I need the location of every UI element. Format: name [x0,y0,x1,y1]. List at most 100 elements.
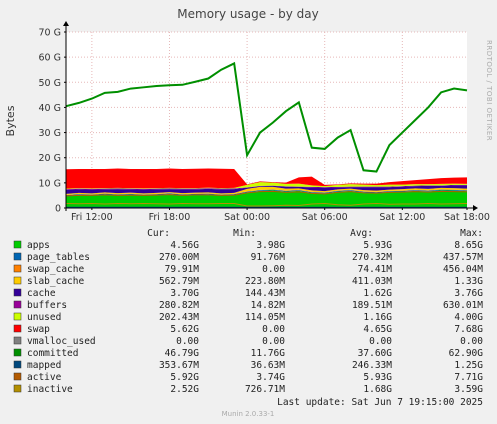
legend-cur: 562.79M [159,276,199,287]
legend-avg: 1.16G [363,312,392,323]
legend-header-max: Max: [460,228,483,239]
legend-cur: 46.79G [165,348,200,359]
legend-name: buffers [27,300,67,311]
legend-min: 91.76M [251,252,286,263]
last-update: Last update: Sat Jun 7 19:15:00 2025 [277,397,483,408]
legend-swatch-committed [13,348,22,357]
legend-min: 36.63M [251,360,286,371]
line-active [65,190,468,197]
legend-name: slab_cache [27,276,84,287]
legend-max: 4.00G [454,312,483,323]
legend-min: 223.80M [245,276,285,287]
y-tick-label: 30 G [39,128,61,139]
legend-avg: 246.33M [352,360,392,371]
legend-cur: 2.52G [170,384,199,395]
legend-min: 114.05M [245,312,285,323]
line-inactive [65,202,468,207]
legend-max: 7.68G [454,324,483,335]
legend-max: 0.00 [460,336,483,347]
legend-max: 3.76G [454,288,483,299]
area-unused [66,182,467,190]
legend-avg: 1.62G [363,288,392,299]
legend-swatch-inactive [13,384,22,393]
legend-cur: 3.70G [170,288,199,299]
legend-swatch-vmalloc-used [13,336,22,345]
legend-min: 3.98G [256,240,285,251]
area-swap [66,168,467,189]
legend-swatch-active [13,372,22,381]
legend-swatch-page-tables [13,252,22,261]
legend-avg: 270.32M [352,252,392,263]
legend-cur: 280.82M [159,300,199,311]
legend-header-min: Min: [233,228,256,239]
y-tick-labels: 0 10 G 20 G 30 G 40 G 50 G 60 G 70 G [39,28,66,215]
series-lines [65,61,468,208]
legend-avg: 37.60G [358,348,393,359]
legend-avg: 0.00 [369,336,392,347]
legend-min: 14.82M [251,300,286,311]
x-axis-arrow [473,205,478,211]
legend-cur: 353.67M [159,360,199,371]
area-buffers [66,184,467,190]
y-tick-label: 40 G [39,103,61,114]
legend-avg: 5.93G [363,372,392,383]
legend-min: 144.43M [245,288,285,299]
y-tick-label: 50 G [39,78,61,89]
legend-min: 11.76G [251,348,286,359]
legend-header-avg: Avg: [350,228,373,239]
line-committed [65,61,468,173]
legend-name: inactive [27,384,73,395]
legend-cur: 270.00M [159,252,199,263]
legend-name: active [27,372,62,383]
x-tick-label: Fri 18:00 [149,212,191,223]
legend-max: 8.65G [454,240,483,251]
legend-name: vmalloc_used [27,336,96,347]
x-tick-label: Sat 18:00 [444,212,490,223]
legend-min: 0.00 [262,264,285,275]
x-tick-labels: Fri 12:00 Fri 18:00 Sat 00:00 Sat 06:00 Sat … [71,208,490,223]
legend-name: swap [27,324,50,335]
legend-swatch-mapped [13,360,22,369]
legend-max: 437.57M [443,252,483,263]
legend-avg: 4.65G [363,324,392,335]
legend-swatch-swap [13,324,22,333]
legend-swatch-unused [13,312,22,321]
y-tick-label: 20 G [39,153,61,164]
x-tick-label: Sat 12:00 [379,212,425,223]
legend-name: page_tables [27,252,90,263]
legend-cur: 79.91M [165,264,200,275]
legend-max: 62.90G [449,348,484,359]
x-tick-label: Fri 12:00 [71,212,113,223]
y-axis-label: Bytes [4,105,17,136]
y-tick-label: 60 G [39,53,61,64]
legend-avg: 1.68G [363,384,392,395]
legend-name: apps [27,240,50,251]
legend-swatch-apps [13,240,22,249]
y-tick-label: 10 G [39,178,61,189]
legend-swatch-buffers [13,300,22,309]
legend-avg: 411.03M [352,276,392,287]
legend-max: 3.59G [454,384,483,395]
y-axis-arrow [63,21,69,26]
legend-name: unused [27,312,61,323]
legend-avg: 74.41M [358,264,393,275]
rrdtool-credit: RRDTOOL / TOBI OETIKER [485,40,493,141]
legend-max: 630.01M [443,300,483,311]
legend-min: 726.71M [245,384,285,395]
legend-swatch-swap-cache [13,264,22,273]
x-tick-label: Sat 00:00 [224,212,270,223]
legend-cur: 4.56G [170,240,199,251]
legend-cur: 5.62G [170,324,199,335]
legend-min: 3.74G [256,372,285,383]
legend-swatch-cache [13,288,22,297]
legend-cur: 202.43M [159,312,199,323]
legend-avg: 5.93G [363,240,392,251]
legend-max: 1.33G [454,276,483,287]
legend-max: 7.71G [454,372,483,383]
legend-swatch-slab-cache [13,276,22,285]
area-cache [66,185,467,194]
legend-header-cur: Cur: [147,228,170,239]
x-tick-label: Sat 06:00 [302,212,348,223]
legend-name: cache [27,288,56,299]
